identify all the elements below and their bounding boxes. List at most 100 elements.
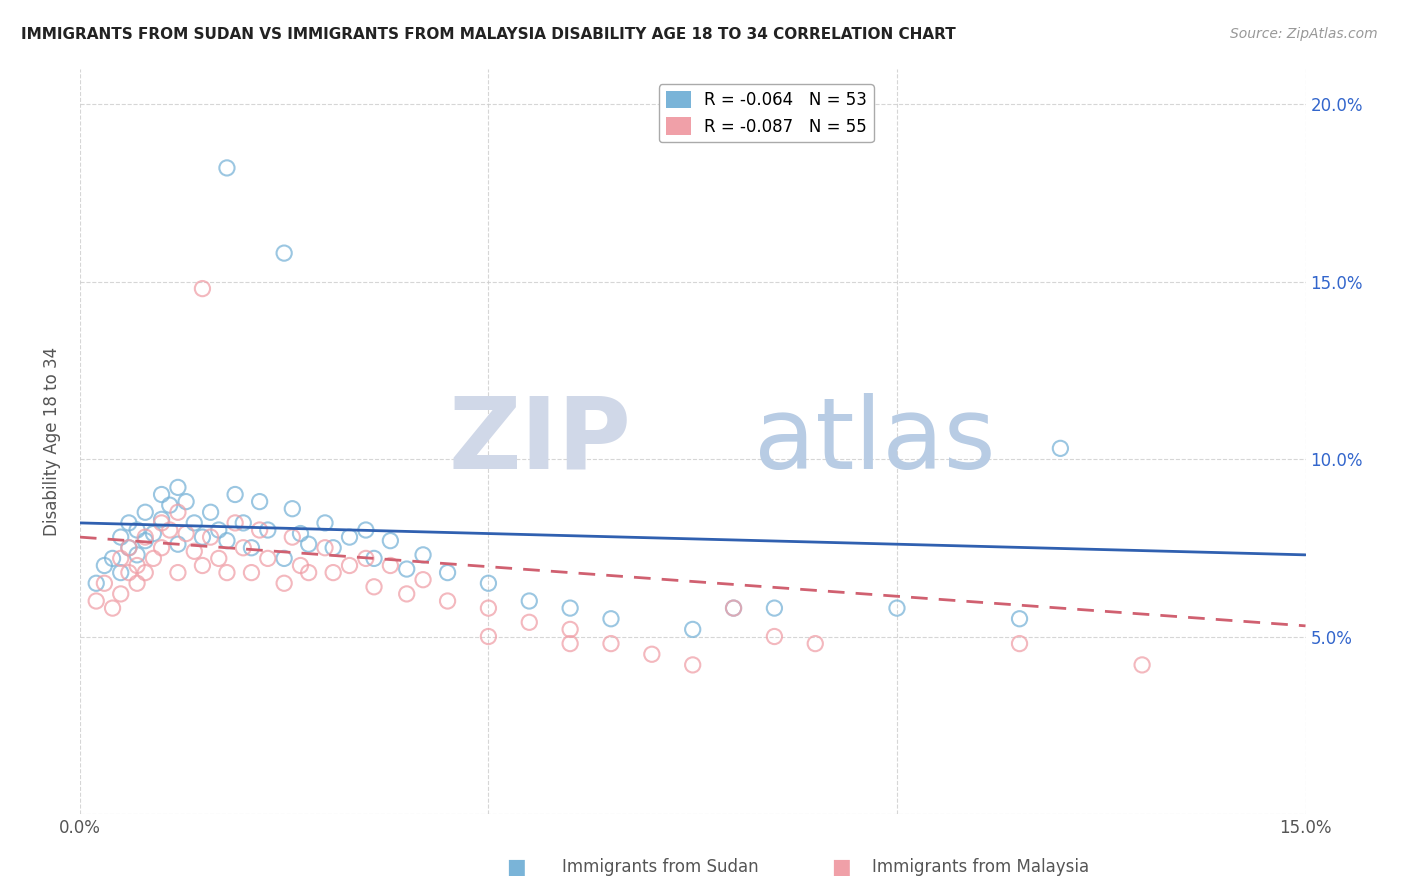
Point (215, 161, 238, 175)
Point (273, 246, 295, 260)
Point (477, 576, 499, 591)
Point (191, 282, 214, 296)
Point (641, 647, 664, 661)
Point (150, 512, 173, 526)
Point (354, 551, 377, 566)
Point (354, 523, 377, 537)
Point (517, 594, 540, 608)
Point (215, 566, 238, 580)
Point (93, 558, 115, 573)
Point (125, 548, 148, 562)
Point (363, 580, 385, 594)
Point (380, 533, 402, 548)
Point (134, 505, 156, 519)
Point (232, 516, 254, 530)
Point (101, 601, 124, 615)
Point (1130, 657, 1153, 672)
Point (208, 551, 231, 566)
Point (290, 526, 312, 541)
Point (93, 576, 115, 591)
Point (110, 566, 132, 580)
Text: ■: ■ (831, 857, 851, 877)
Point (159, 523, 181, 537)
Point (281, 501, 304, 516)
Point (322, 541, 344, 555)
Point (249, 494, 271, 508)
Point (256, 551, 278, 566)
Text: Immigrants from Sudan: Immigrants from Sudan (562, 858, 759, 876)
Point (167, 505, 190, 519)
Point (118, 566, 141, 580)
Point (224, 516, 246, 530)
Point (167, 537, 190, 551)
Point (600, 637, 623, 651)
Point (436, 594, 458, 608)
Point (110, 530, 132, 544)
Point (125, 523, 148, 537)
Y-axis label: Disability Age 18 to 34: Disability Age 18 to 34 (44, 347, 60, 536)
Legend: R = -0.064   N = 53, R = -0.087   N = 55: R = -0.064 N = 53, R = -0.087 N = 55 (659, 85, 873, 143)
Point (191, 558, 214, 573)
Point (183, 544, 205, 558)
Point (110, 551, 132, 566)
Point (298, 566, 321, 580)
Point (886, 601, 908, 615)
Point (558, 637, 581, 651)
Point (763, 630, 786, 644)
Point (1008, 612, 1031, 626)
Point (477, 630, 499, 644)
Text: Immigrants from Malaysia: Immigrants from Malaysia (872, 858, 1088, 876)
Text: Source: ZipAtlas.com: Source: ZipAtlas.com (1230, 27, 1378, 41)
Point (118, 516, 141, 530)
Point (191, 530, 214, 544)
Text: IMMIGRANTS FROM SUDAN VS IMMIGRANTS FROM MALAYSIA DISABILITY AGE 18 TO 34 CORREL: IMMIGRANTS FROM SUDAN VS IMMIGRANTS FROM… (21, 27, 956, 42)
Point (298, 537, 321, 551)
Point (558, 601, 581, 615)
Point (363, 551, 385, 566)
Point (150, 541, 173, 555)
Point (134, 530, 156, 544)
Point (763, 601, 786, 615)
Point (395, 562, 418, 576)
Point (118, 541, 141, 555)
Point (412, 573, 434, 587)
Point (200, 505, 222, 519)
Point (84, 594, 107, 608)
Point (118, 541, 141, 555)
Point (339, 530, 361, 544)
Point (804, 637, 827, 651)
Point (273, 551, 295, 566)
Point (167, 480, 190, 494)
Point (412, 548, 434, 562)
Point (134, 533, 156, 548)
Point (125, 576, 148, 591)
Point (200, 530, 222, 544)
Point (224, 487, 246, 501)
Point (84, 576, 107, 591)
Point (1049, 442, 1071, 456)
Point (240, 566, 263, 580)
Point (395, 587, 418, 601)
Point (273, 576, 295, 591)
Point (142, 526, 165, 541)
Point (150, 516, 173, 530)
Point (142, 551, 165, 566)
Point (436, 566, 458, 580)
Point (600, 612, 623, 626)
Point (256, 523, 278, 537)
Point (174, 494, 197, 508)
Point (723, 601, 745, 615)
Point (232, 541, 254, 555)
Point (110, 587, 132, 601)
Point (477, 601, 499, 615)
Point (134, 566, 156, 580)
Point (167, 566, 190, 580)
Point (240, 541, 263, 555)
Point (290, 558, 312, 573)
Point (215, 533, 238, 548)
Point (174, 526, 197, 541)
Point (249, 523, 271, 537)
Point (125, 558, 148, 573)
Point (101, 551, 124, 566)
Point (281, 530, 304, 544)
